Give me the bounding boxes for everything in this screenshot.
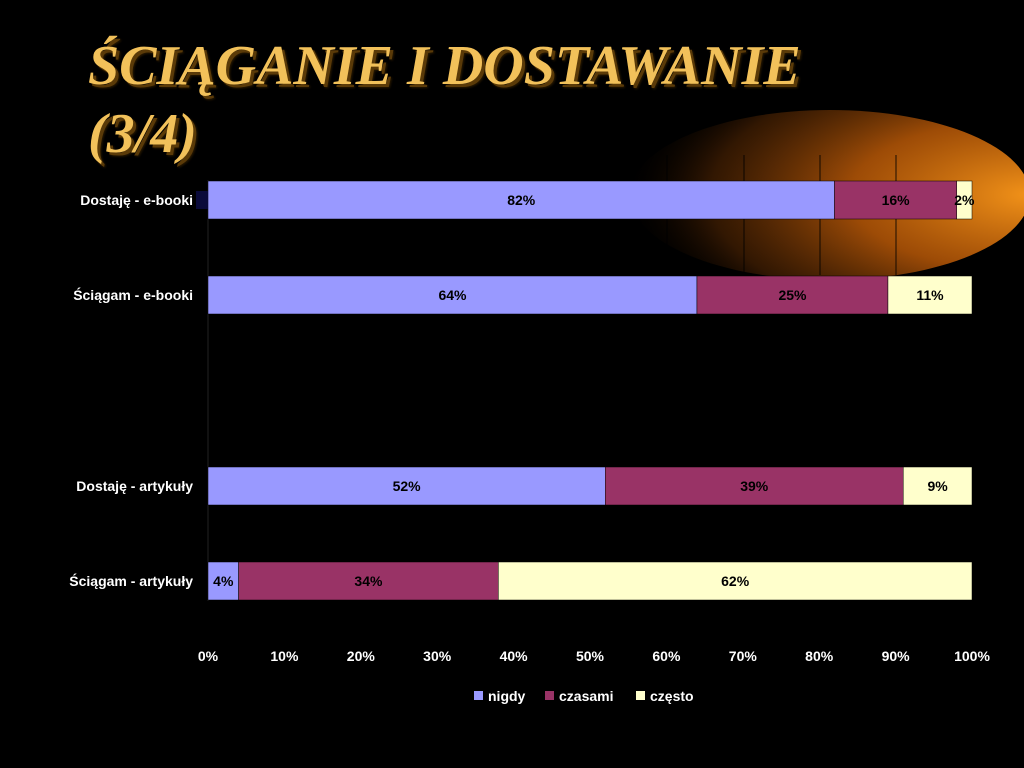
x-tick-label: 90% [882, 648, 911, 664]
data-label: 9% [928, 478, 949, 494]
x-tick-label: 100% [954, 648, 990, 664]
bar-czasami [696, 275, 889, 315]
category-label: Dostaję - e-booki [80, 192, 193, 208]
title-line-2: (3/4) [88, 103, 197, 165]
page-title: ŚCIĄGANIE I DOSTAWANIE (3/4) [88, 32, 801, 168]
x-tick-label: 80% [805, 648, 834, 664]
data-label: 62% [721, 573, 750, 589]
data-label: 11% [916, 287, 944, 303]
data-label: 82% [507, 192, 536, 208]
x-tick-label: 70% [729, 648, 758, 664]
data-label: 2% [954, 192, 975, 208]
bar-nigdy [207, 561, 239, 601]
data-label: 25% [778, 287, 807, 303]
bar-często [887, 275, 973, 315]
x-tick-label: 50% [576, 648, 605, 664]
legend-label-często: często [650, 688, 694, 704]
bar-czasami [834, 180, 957, 220]
row-marker [196, 191, 208, 209]
data-label: 16% [882, 192, 911, 208]
legend-label-czasami: czasami [559, 688, 613, 704]
data-label: 39% [740, 478, 769, 494]
bar-nigdy [207, 180, 835, 220]
bar-czasami [238, 561, 499, 601]
bar-nigdy [207, 275, 698, 315]
x-tick-label: 40% [500, 648, 529, 664]
category-label: Ściągam - e-booki [73, 286, 193, 303]
legend-swatch-nigdy [474, 691, 483, 700]
bar-często [902, 466, 973, 506]
bar-czasami [605, 466, 904, 506]
data-label: 34% [354, 573, 383, 589]
data-label: 64% [438, 287, 467, 303]
legend-swatch-często [636, 691, 645, 700]
legend-swatch-czasami [545, 691, 554, 700]
category-label: Ściągam - artykuły [69, 572, 193, 589]
title-line-1: ŚCIĄGANIE I DOSTAWANIE [88, 35, 801, 97]
x-tick-label: 60% [652, 648, 681, 664]
bar-często [956, 180, 973, 220]
bar-nigdy [207, 466, 606, 506]
x-tick-label: 10% [270, 648, 299, 664]
x-tick-label: 20% [347, 648, 376, 664]
data-label: 52% [393, 478, 422, 494]
data-label: 4% [213, 573, 234, 589]
bar-często [498, 561, 973, 601]
x-tick-label: 30% [423, 648, 452, 664]
x-tick-label: 0% [198, 648, 219, 664]
category-label: Dostaję - artykuły [76, 478, 193, 494]
legend-label-nigdy: nigdy [488, 688, 526, 704]
